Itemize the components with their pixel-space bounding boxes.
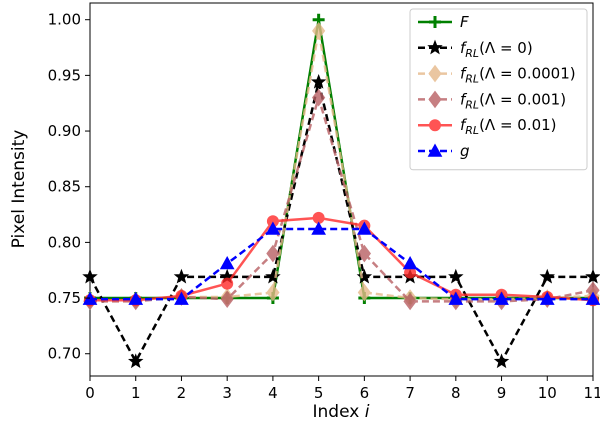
data-point	[265, 221, 281, 235]
legend-swatch-marker	[427, 39, 443, 55]
x-tick-label: 6	[360, 384, 370, 402]
data-point	[493, 353, 510, 369]
data-point	[357, 244, 371, 263]
data-point	[402, 256, 418, 270]
data-point	[310, 73, 327, 89]
legend-swatch-marker	[429, 119, 441, 132]
data-point	[357, 283, 371, 302]
data-point	[448, 291, 464, 305]
legend-item: g	[418, 142, 470, 160]
legend-swatch-marker	[428, 64, 442, 83]
data-point	[174, 291, 189, 305]
legend-label: fRL(Λ = 0.001)	[460, 90, 566, 111]
x-tick-label: 7	[405, 384, 415, 402]
data-point	[356, 268, 373, 284]
legend-label: fRL(Λ = 0.01)	[460, 116, 557, 137]
y-axis: 0.70 0.75 0.80 0.85 0.90 0.95 1.00	[48, 11, 90, 363]
y-tick-label: 0.75	[48, 289, 81, 307]
data-point	[585, 291, 600, 305]
data-point	[311, 221, 326, 235]
legend-label: fRL(Λ = 0.0001)	[460, 65, 576, 86]
data-point	[219, 256, 235, 270]
data-point	[266, 283, 280, 302]
x-tick-label: 1	[131, 384, 141, 402]
x-axis: 0 1 2 3 4 5 6 7 8 9 10 11	[85, 376, 600, 402]
legend-label: g	[460, 142, 470, 160]
y-tick-label: 0.70	[48, 345, 81, 363]
legend-swatch-marker	[427, 143, 443, 157]
data-point	[128, 353, 144, 369]
data-point	[82, 268, 98, 284]
data-point	[265, 268, 281, 284]
x-tick-label: 0	[85, 384, 95, 402]
y-tick-label: 1.00	[48, 11, 81, 29]
legend-swatch-marker	[428, 90, 442, 109]
x-tick-label: 3	[222, 384, 232, 402]
series-line	[90, 227, 593, 301]
data-point	[312, 88, 326, 107]
legend-item: F	[418, 13, 469, 31]
data-point	[266, 244, 280, 263]
legend-box	[409, 8, 588, 171]
data-point	[448, 268, 464, 284]
series-line	[88, 81, 593, 365]
legend-item: fRL(Λ = 0.001)	[418, 90, 566, 111]
data-point	[403, 292, 417, 311]
series-line	[90, 93, 594, 303]
x-tick-label: 9	[497, 384, 507, 402]
data-point	[585, 268, 600, 284]
x-tick-label: 11	[583, 384, 600, 402]
series-layer	[82, 13, 600, 369]
legend-swatch-marker	[429, 16, 441, 28]
x-tick-label: 2	[177, 384, 187, 402]
y-axis-label: Pixel Intensity	[9, 130, 29, 249]
data-point	[312, 22, 326, 40]
data-point	[128, 291, 144, 305]
series-line	[90, 216, 594, 302]
legend-label: fRL(Λ = 0)	[460, 39, 533, 60]
x-axis-label: Index i	[313, 402, 370, 422]
data-point	[220, 290, 234, 309]
data-point	[539, 291, 555, 305]
y-tick-label: 0.95	[48, 66, 81, 84]
x-tick-label: 8	[451, 384, 461, 402]
data-point	[221, 277, 234, 290]
data-point	[494, 291, 509, 305]
y-tick-label: 0.90	[48, 122, 81, 140]
legend-item: fRL(Λ = 0.01)	[418, 116, 557, 137]
legend-item: fRL(Λ = 0.0001)	[418, 65, 576, 86]
y-tick-label: 0.85	[48, 178, 81, 196]
data-point	[539, 268, 555, 284]
x-tick-label: 5	[314, 384, 324, 402]
x-tick-label: 4	[268, 384, 278, 402]
legend-item: fRL(Λ = 0)	[418, 39, 533, 60]
x-tick-label: 10	[538, 384, 557, 402]
y-tick-label: 0.80	[48, 233, 81, 251]
data-point	[357, 221, 372, 235]
data-point	[173, 268, 190, 284]
legend-label: F	[460, 13, 469, 31]
